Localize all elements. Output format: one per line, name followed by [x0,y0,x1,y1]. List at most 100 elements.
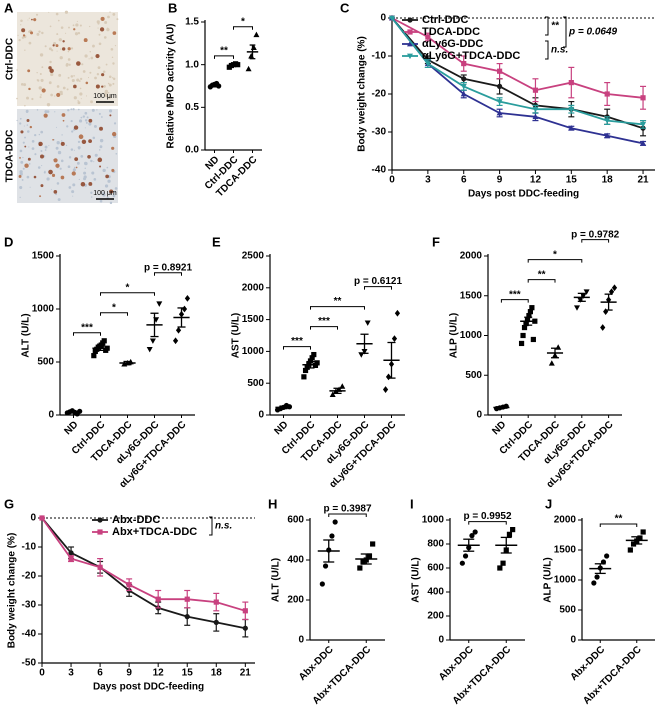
texture [82,115,86,118]
texture [90,100,93,104]
y-axis-label: ALT (U/L) [271,558,282,602]
point [496,99,503,105]
texture [65,144,68,147]
texture [93,178,97,181]
stain [60,175,65,180]
stain [76,61,81,66]
texture [77,101,81,105]
point [382,386,389,393]
texture [41,165,43,167]
y-tick-label: 0 [570,635,576,646]
stain [81,139,87,145]
stain [27,157,31,161]
texture [26,96,29,100]
texture [44,45,47,48]
texture [80,154,84,158]
x-tick-label: ND [272,419,290,437]
point [391,335,398,343]
texture [28,163,31,165]
texture [72,24,75,27]
stain [55,44,59,48]
point [460,90,467,97]
texture [19,185,23,190]
y-tick-label: 1.0 [185,59,199,70]
texture [68,156,72,159]
point [364,320,371,326]
texture [41,66,44,69]
texture [56,33,59,36]
stain [56,92,61,97]
stain [48,169,53,175]
y-tick-label: 1000 [32,304,55,315]
y-tick-label: -50 [22,658,37,669]
texture [112,62,115,65]
texture [107,179,111,183]
texture [113,122,117,125]
texture [67,165,71,169]
texture [110,47,114,51]
texture [37,166,41,169]
texture [41,31,44,35]
texture [28,41,32,45]
y-tick-label: 0 [298,635,304,646]
texture [80,116,83,119]
texture [59,167,62,170]
point [311,351,317,358]
point [496,109,503,116]
stain [95,84,100,89]
point [603,308,609,316]
point [627,547,633,553]
scale-bar-label: 100 μm [93,93,117,100]
stain [38,141,43,147]
panel-letter: D [4,234,13,249]
texture [38,133,41,136]
point [156,301,163,307]
y-tick-label: -10 [372,51,387,62]
texture [92,44,95,48]
point [329,391,336,397]
texture [70,75,74,78]
legend-label: TDCA-DDC [422,26,480,38]
series-line [391,17,644,130]
texture [84,54,88,58]
texture [102,168,106,173]
texture [31,97,34,101]
x-tick-label: 15 [182,668,194,679]
texture [20,82,24,86]
texture [29,186,31,188]
legend-bracket [545,40,549,60]
point [608,288,615,296]
legend-label: Abx+TDCA-DDC [112,526,197,538]
texture [77,108,80,111]
texture [39,96,42,99]
point [329,533,335,539]
y-tick-label: 500 [37,357,54,368]
texture [26,175,30,179]
significance-label: ** [538,269,546,280]
texture [28,17,30,19]
texture [73,96,77,100]
y-tick-label: 800 [427,539,444,550]
stain [101,73,105,77]
y-tick-label: 1500 [554,545,577,556]
point [184,614,190,620]
x-axis-label: Days post DDC-feeding [468,189,579,200]
texture [103,36,107,39]
texture [59,56,63,60]
x-tick-label: 21 [240,668,252,679]
y-tick-label: 500 [247,378,264,389]
legend-label: Abx-DDC [112,514,160,526]
y-tick-label: 0 [476,410,482,421]
point [568,125,575,131]
texture [24,49,26,51]
point [68,550,74,556]
significance-label: p = 0.6121 [354,276,403,287]
legend-label: αLy6G+TDCA-DDC [422,50,520,62]
significance-label: p = 0.3987 [323,504,372,515]
stain [111,131,117,137]
x-tick-label: 6 [461,175,467,186]
texture [88,58,90,60]
point [548,360,555,366]
point [146,346,153,353]
